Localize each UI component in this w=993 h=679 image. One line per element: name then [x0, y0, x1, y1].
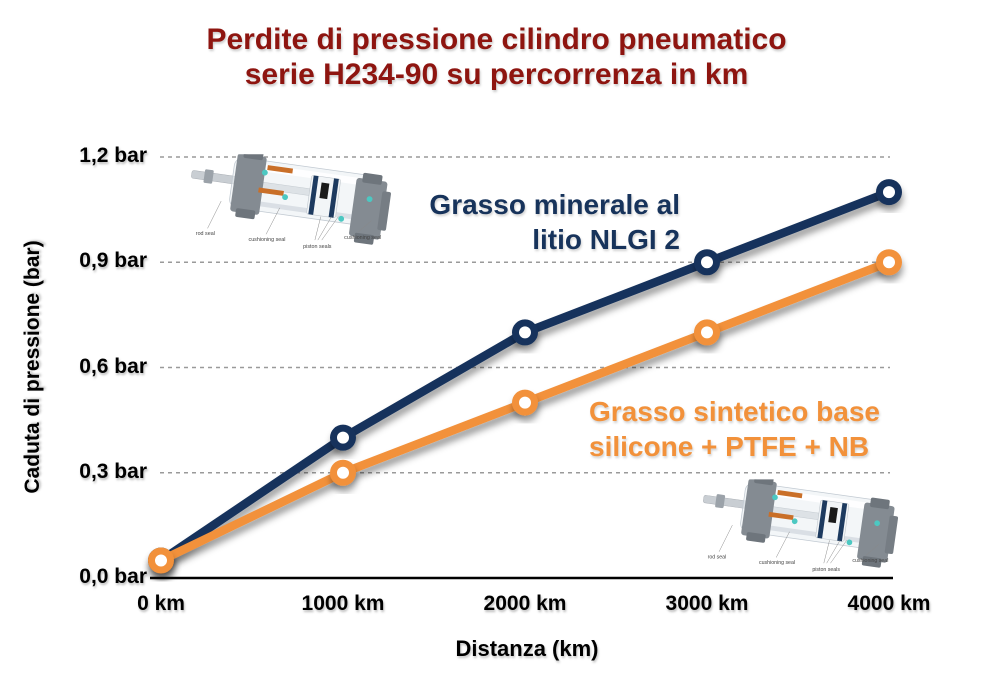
- x-tick-label: 4000 km: [847, 592, 931, 615]
- data-point: [512, 389, 538, 416]
- series-label-synthetic-grease: Grasso sintetico base silicone + PTFE + …: [589, 394, 880, 464]
- series-label-line: Grasso minerale al: [429, 189, 680, 220]
- chart-title: Perdite di pressione cilindro pneumatico…: [0, 22, 993, 92]
- data-point: [876, 249, 902, 276]
- series-label-line: silicone + PTFE + NB: [589, 431, 870, 462]
- data-point: [694, 319, 720, 346]
- series-label-line: litio NLGI 2: [532, 224, 680, 255]
- data-point: [148, 547, 174, 574]
- pneumatic-cylinder-illustration-bottom: [700, 478, 900, 576]
- x-tick-label: 1000 km: [301, 592, 385, 615]
- series-label-mineral-grease: Grasso minerale al litio NLGI 2: [429, 187, 680, 257]
- x-tick-label: 0 km: [137, 592, 185, 615]
- chart-title-line1: Perdite di pressione cilindro pneumatico: [206, 23, 787, 56]
- y-tick-label: 0,3 bar: [79, 459, 147, 483]
- data-point: [330, 459, 356, 486]
- data-point: [330, 424, 356, 451]
- y-tick-label: 0,9 bar: [79, 249, 147, 273]
- x-tick-label: 2000 km: [483, 592, 567, 615]
- x-axis-title: Distanza (km): [455, 636, 599, 661]
- chart-title-line2: serie H234-90 su percorrenza in km: [244, 58, 749, 91]
- y-tick-label: 0,0 bar: [79, 565, 147, 588]
- pneumatic-cylinder-illustration-top: [188, 153, 393, 253]
- x-tick-label: 3000 km: [665, 592, 749, 615]
- y-tick-label: 0,6 bar: [79, 354, 147, 378]
- series-label-line: Grasso sintetico base: [589, 396, 881, 427]
- data-point: [876, 179, 902, 206]
- data-point: [694, 249, 720, 276]
- y-tick-label: 1,2 bar: [79, 144, 147, 167]
- data-point: [512, 319, 538, 346]
